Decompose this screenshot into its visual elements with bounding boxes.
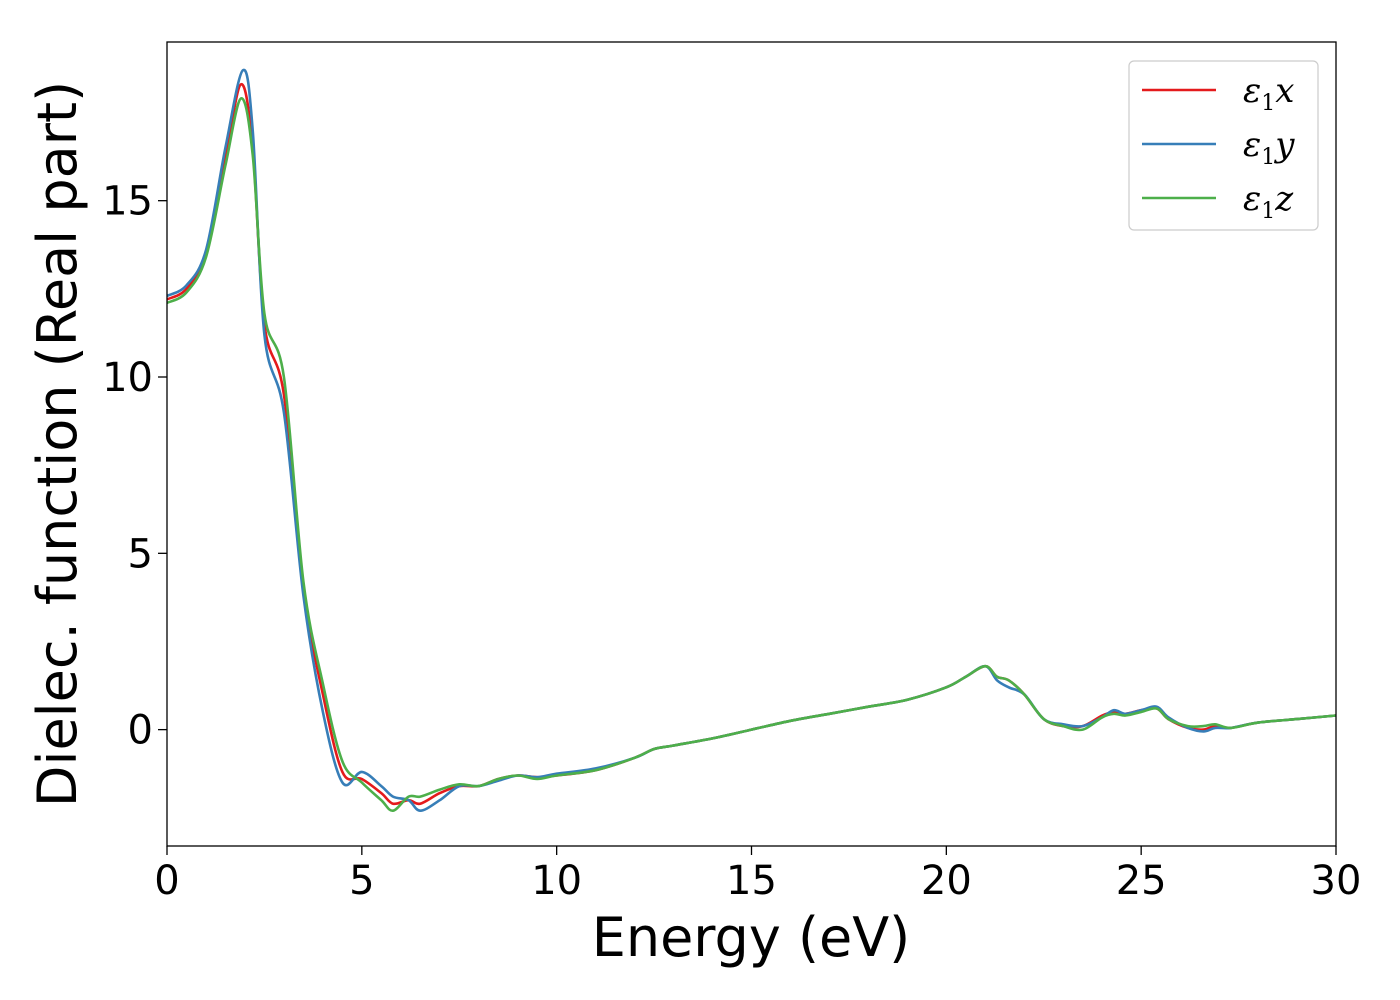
- legend-label-x: ε1x: [1243, 71, 1294, 116]
- series-lines: [166, 68, 1337, 812]
- x-tick-label: 30: [1311, 858, 1362, 904]
- x-tick-label: 0: [154, 858, 179, 904]
- y-axis-ticks: 0 5 10 15: [102, 179, 167, 754]
- x-tick-label: 5: [349, 858, 374, 904]
- series-line-z: [166, 97, 1337, 812]
- legend: ε1x ε1y ε1z: [1128, 60, 1319, 231]
- x-tick-label: 15: [726, 858, 777, 904]
- y-tick-label: 0: [128, 708, 153, 754]
- x-axis-ticks: 0 5 10 15 20 25 30: [154, 846, 1361, 904]
- x-tick-label: 20: [921, 858, 972, 904]
- y-tick-label: 10: [102, 355, 153, 401]
- y-axis-title: Dielec. function (Real part): [26, 81, 89, 807]
- x-tick-label: 10: [531, 858, 582, 904]
- x-axis-title: Energy (eV): [592, 906, 911, 969]
- y-tick-label: 5: [128, 531, 153, 577]
- x-tick-label: 25: [1116, 858, 1167, 904]
- legend-label-y: ε1y: [1243, 125, 1295, 170]
- legend-label-z: ε1z: [1243, 179, 1294, 224]
- y-tick-label: 15: [102, 179, 153, 225]
- legend-box: [1128, 60, 1319, 231]
